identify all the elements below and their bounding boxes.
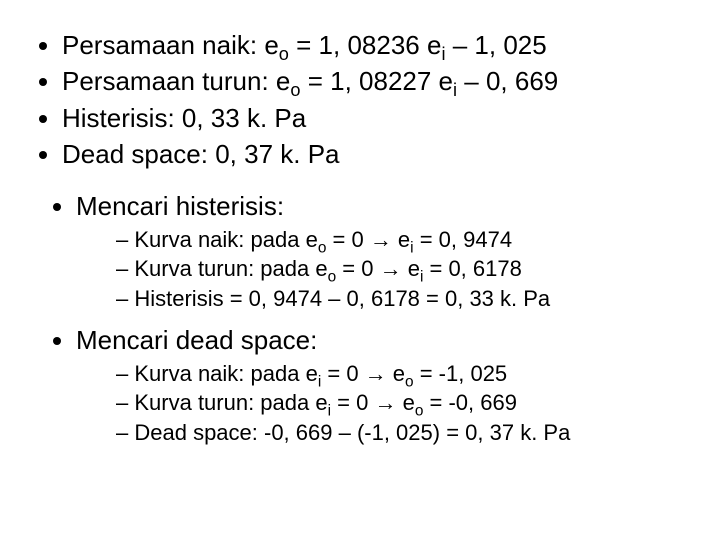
deadspace-sublist: Kurva naik: pada ei = 0 → eo = -1, 025 K…	[76, 360, 700, 448]
arrow-icon: →	[370, 227, 392, 252]
arrow-icon: →	[374, 390, 396, 415]
section-deadspace: Mencari dead space: Kurva naik: pada ei …	[76, 323, 700, 447]
section-list: Mencari histerisis: Kurva naik: pada eo …	[20, 189, 700, 447]
section-title: Mencari histerisis:	[76, 191, 284, 221]
slide: Persamaan naik: eo = 1, 08236 ei – 1, 02…	[0, 0, 720, 477]
hysteresis-item-1: Kurva naik: pada eo = 0 → ei = 0, 9474	[116, 226, 700, 255]
hysteresis-item-2: Kurva turun: pada eo = 0 → ei = 0, 6178	[116, 255, 700, 284]
deadspace-item-1: Kurva naik: pada ei = 0 → eo = -1, 025	[116, 360, 700, 389]
hysteresis-item-3: Histerisis = 0, 9474 – 0, 6178 = 0, 33 k…	[116, 285, 700, 314]
arrow-icon: →	[365, 361, 387, 386]
deadspace-item-2: Kurva turun: pada ei = 0 → eo = -0, 669	[116, 389, 700, 418]
top-list: Persamaan naik: eo = 1, 08236 ei – 1, 02…	[20, 28, 700, 171]
top-item-1: Persamaan naik: eo = 1, 08236 ei – 1, 02…	[62, 28, 700, 62]
section-title: Mencari dead space:	[76, 325, 317, 355]
top-item-4: Dead space: 0, 37 k. Pa	[62, 137, 700, 171]
deadspace-item-3: Dead space: -0, 669 – (-1, 025) = 0, 37 …	[116, 419, 700, 448]
arrow-icon: →	[380, 256, 402, 281]
hysteresis-sublist: Kurva naik: pada eo = 0 → ei = 0, 9474 K…	[76, 226, 700, 314]
top-item-3: Histerisis: 0, 33 k. Pa	[62, 101, 700, 135]
top-item-2: Persamaan turun: eo = 1, 08227 ei – 0, 6…	[62, 64, 700, 98]
section-hysteresis: Mencari histerisis: Kurva naik: pada eo …	[76, 189, 700, 313]
